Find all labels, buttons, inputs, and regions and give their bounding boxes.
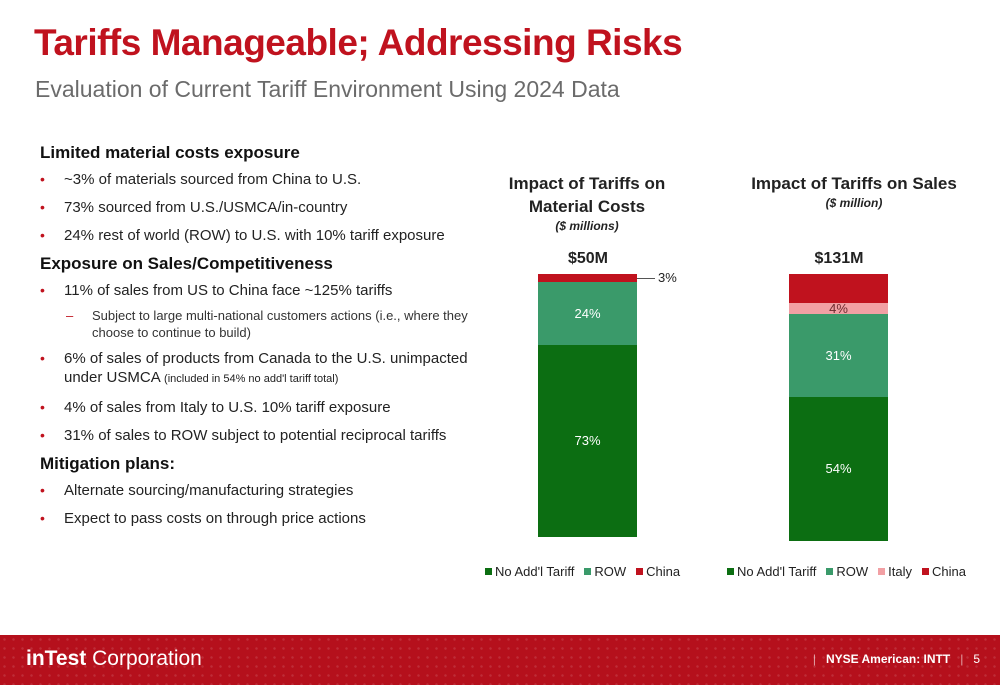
legend-label: ROW — [836, 564, 869, 579]
page-number: 5 — [973, 652, 980, 666]
bar-segment-italy: 4% — [789, 301, 888, 317]
legend-item: No Add'l Tariff — [727, 564, 816, 579]
legend-item: Italy — [878, 564, 912, 579]
company-logo: inTest Corporation — [26, 647, 202, 671]
legend-label: No Add'l Tariff — [495, 564, 575, 579]
chart-units: ($ millions) — [555, 219, 619, 233]
legend-swatch — [584, 568, 592, 575]
divider: | — [960, 652, 964, 666]
bar-segment-no-add-l-tariff: 73% — [538, 345, 637, 537]
mitigation-heading: Mitigation plans: — [40, 454, 176, 473]
chart-units: ($ million) — [825, 196, 883, 210]
chart-title-line: Impact of Tariffs on — [508, 174, 666, 193]
legend-item: ROW — [584, 564, 626, 579]
bullet-item: 11% of sales from US to China face ~125%… — [40, 281, 480, 300]
material-chart-legend: No Add'l Tariff ROW China — [485, 564, 680, 579]
bullet-item: Alternate sourcing/manufacturing strateg… — [40, 481, 480, 500]
chart-title-line: Material Costs — [528, 197, 646, 216]
data-label: 4% — [829, 301, 848, 317]
footer-bar: inTest Corporation | NYSE American: INTT… — [0, 635, 1000, 685]
bullet-item: 73% sourced from U.S./USMCA/in-country — [40, 198, 480, 217]
bullet-content: Limited material costs exposure ~3% of m… — [40, 143, 480, 537]
bar-segment-row: 24% — [538, 281, 637, 345]
sales-chart-total: $131M — [814, 250, 864, 267]
bullet-item: 31% of sales to ROW subject to potential… — [40, 426, 480, 445]
data-label: 73% — [574, 433, 601, 449]
sub-bullet-item: Subject to large multi-national customer… — [40, 307, 480, 341]
bullet-item: 4% of sales from Italy to U.S. 10% tarif… — [40, 398, 480, 417]
data-label: 54% — [825, 461, 852, 477]
divider: | — [812, 652, 816, 666]
legend-swatch — [826, 568, 834, 575]
sales-heading: Exposure on Sales/Competitiveness — [40, 254, 333, 273]
bullet-item: Expect to pass costs on through price ac… — [40, 509, 480, 528]
bullet-item: ~3% of materials sourced from China to U… — [40, 170, 480, 189]
bullet-text: 6% of sales of products from Canada to t… — [64, 350, 468, 386]
slide-title: Tariffs Manageable; Addressing Risks — [34, 22, 683, 63]
legend-item: No Add'l Tariff — [485, 564, 574, 579]
legend-swatch — [485, 568, 492, 575]
material-chart-total: $50M — [567, 250, 609, 267]
legend-item: ROW — [826, 564, 868, 579]
bar-segment-china — [789, 274, 888, 304]
material-chart-title: Impact of Tariffs on Material Costs ($ m… — [480, 172, 694, 234]
bullet-note: (included in 54% no add'l tariff total) — [164, 373, 339, 385]
legend-label: Italy — [888, 564, 912, 579]
bullet-item: 24% rest of world (ROW) to U.S. with 10%… — [40, 226, 480, 245]
legend-label: No Add'l Tariff — [737, 564, 817, 579]
bullet-item: 6% of sales of products from Canada to t… — [40, 349, 480, 389]
logo-text: Corporation — [86, 647, 202, 670]
legend-item: China — [636, 564, 680, 579]
legend-swatch — [636, 568, 644, 575]
legend-item: China — [921, 564, 966, 579]
data-label: 24% — [574, 305, 601, 321]
material-heading: Limited material costs exposure — [40, 143, 300, 162]
chart-title-line: Impact of Tariffs on Sales — [751, 174, 957, 193]
legend-swatch — [878, 568, 886, 575]
sales-chart-legend: No Add'l Tariff ROW Italy China — [727, 564, 966, 579]
legend-label: China — [931, 564, 966, 579]
data-label: 31% — [825, 347, 852, 363]
logo-mark: inTest — [26, 647, 87, 670]
slide-subtitle: Evaluation of Current Tariff Environment… — [35, 76, 620, 102]
bar-segment-no-add-l-tariff: 54% — [789, 396, 888, 541]
data-label: 3% — [658, 269, 677, 285]
bar-segment-china — [538, 274, 637, 282]
legend-label: China — [646, 564, 681, 579]
ticker-info: | NYSE American: INTT | 5 — [813, 652, 980, 666]
legend-swatch — [727, 568, 734, 575]
bar-segment-row: 31% — [789, 314, 888, 397]
leader-line — [637, 277, 655, 279]
sales-chart-title: Impact of Tariffs on Sales ($ million) — [740, 172, 968, 211]
legend-label: ROW — [594, 564, 627, 579]
exchange-label: NYSE American: INTT — [825, 652, 951, 666]
legend-swatch — [921, 568, 929, 575]
